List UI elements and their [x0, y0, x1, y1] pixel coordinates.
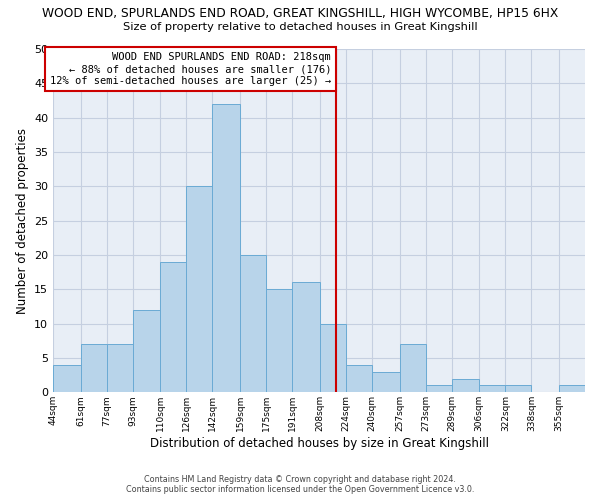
- Bar: [346, 365, 372, 392]
- Bar: [81, 344, 107, 393]
- Bar: [320, 324, 346, 392]
- Bar: [107, 344, 133, 393]
- Bar: [160, 262, 187, 392]
- Bar: [187, 186, 212, 392]
- Bar: [452, 378, 479, 392]
- Bar: [425, 386, 452, 392]
- Text: WOOD END SPURLANDS END ROAD: 218sqm
← 88% of detached houses are smaller (176)
1: WOOD END SPURLANDS END ROAD: 218sqm ← 88…: [50, 52, 331, 86]
- Bar: [53, 365, 81, 392]
- Text: Contains HM Land Registry data © Crown copyright and database right 2024.
Contai: Contains HM Land Registry data © Crown c…: [126, 474, 474, 494]
- Bar: [505, 386, 532, 392]
- Bar: [240, 255, 266, 392]
- X-axis label: Distribution of detached houses by size in Great Kingshill: Distribution of detached houses by size …: [149, 437, 488, 450]
- Text: WOOD END, SPURLANDS END ROAD, GREAT KINGSHILL, HIGH WYCOMBE, HP15 6HX: WOOD END, SPURLANDS END ROAD, GREAT KING…: [42, 8, 558, 20]
- Y-axis label: Number of detached properties: Number of detached properties: [16, 128, 29, 314]
- Bar: [559, 386, 585, 392]
- Bar: [479, 386, 505, 392]
- Bar: [133, 310, 160, 392]
- Bar: [372, 372, 400, 392]
- Bar: [292, 282, 320, 393]
- Bar: [400, 344, 425, 393]
- Bar: [212, 104, 240, 393]
- Bar: [266, 290, 292, 393]
- Text: Size of property relative to detached houses in Great Kingshill: Size of property relative to detached ho…: [122, 22, 478, 32]
